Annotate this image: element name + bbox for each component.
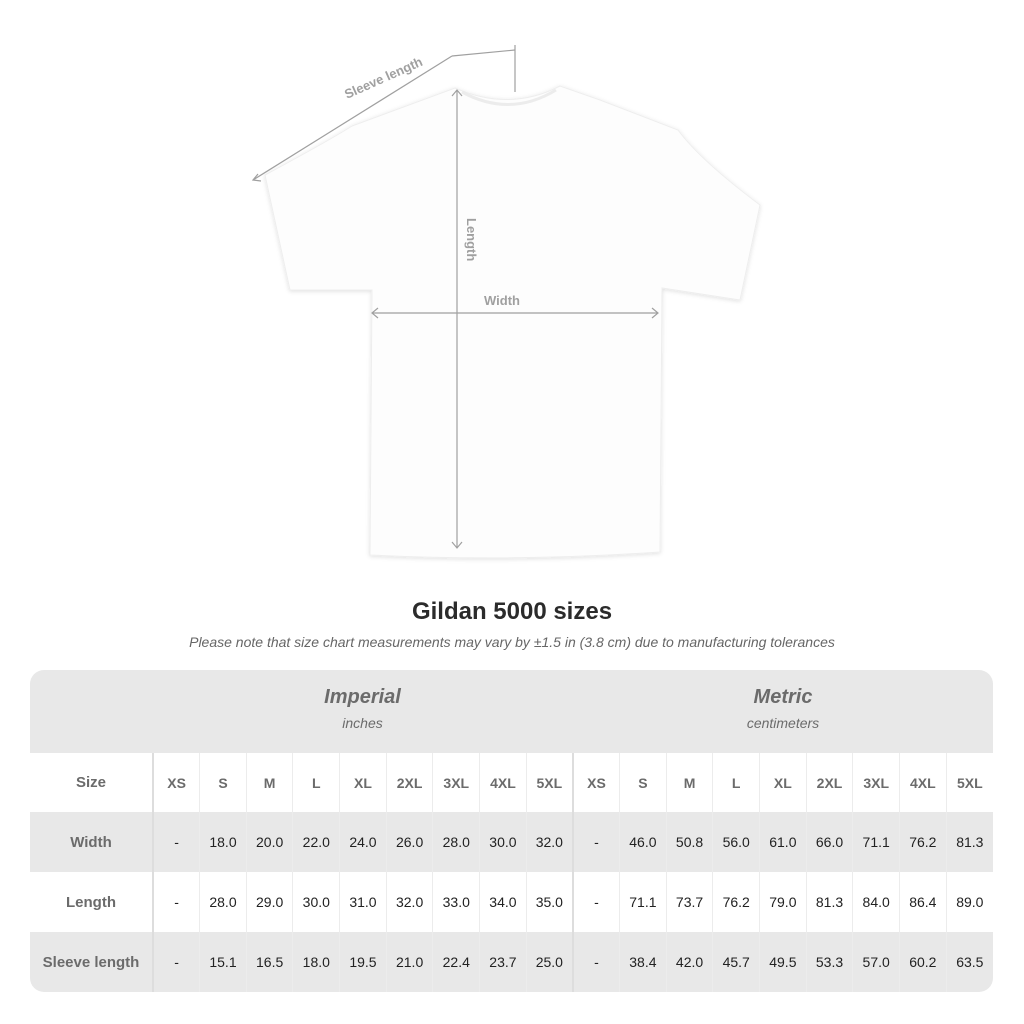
metric-size-header: 2XL xyxy=(805,753,853,812)
metric-value-cell: 73.7 xyxy=(665,872,713,932)
metric-value-cell: 86.4 xyxy=(899,872,947,932)
imperial-value-cell: 28.0 xyxy=(432,812,480,872)
imperial-size-header: XL xyxy=(339,753,387,812)
page-title: Gildan 5000 sizes xyxy=(411,598,613,625)
table-row: Length -28.0 29.0 30.0 31.0 32.0 33.0 34.0 35.0-… xyxy=(30,872,993,932)
metric-value-cell: 76.2 xyxy=(899,812,947,872)
metric-value-cell: 46.0 xyxy=(619,812,667,872)
imperial-value-cell: 19.5 xyxy=(339,932,387,992)
imperial-value-cell: 22.4 xyxy=(432,932,480,992)
imperial-size-header: L xyxy=(292,753,340,812)
size-header-row: Size XS S M L XL 2XL 3XL 4XL 5XL XS S M L XL 2XL 3XL 4XL 5… xyxy=(30,753,993,812)
metric-value-cell: 84.0 xyxy=(852,872,900,932)
metric-value-cell: 45.7 xyxy=(712,932,760,992)
tshirt-shape xyxy=(264,85,761,559)
imperial-value-cell: 32.0 xyxy=(525,812,573,872)
imperial-size-header: XS xyxy=(152,753,200,812)
size-grid: Size XS S M L XL 2XL 3XL 4XL 5XL XS S M L XL 2XL 3XL 4XL 5… xyxy=(30,753,993,992)
table-row: Sleeve length -15.1 16.5 18.0 19.5 21.0 22.4 23… xyxy=(30,932,993,992)
imperial-value-cell: 35.0 xyxy=(525,872,573,932)
metric-group: Metric centimeters xyxy=(573,686,993,731)
imperial-group: Imperial inches xyxy=(152,686,573,731)
metric-unit: centimeters xyxy=(746,715,820,731)
imperial-size-header: M xyxy=(245,753,293,812)
sleeve-length-label: Sleeve length xyxy=(342,54,425,102)
imperial-value-cell: 22.0 xyxy=(292,812,340,872)
imperial-unit: inches xyxy=(342,715,383,731)
length-label: Length xyxy=(464,218,479,261)
metric-size-header: 5XL xyxy=(945,753,993,812)
imperial-size-header: 4XL xyxy=(479,753,527,812)
metric-value-cell: 63.5 xyxy=(945,932,993,992)
metric-value-cell: 60.2 xyxy=(899,932,947,992)
imperial-size-header: 3XL xyxy=(432,753,480,812)
metric-value-cell: 81.3 xyxy=(805,872,853,932)
imperial-value-cell: 32.0 xyxy=(385,872,433,932)
metric-value-cell: 79.0 xyxy=(759,872,807,932)
imperial-value-cell: 18.0 xyxy=(292,932,340,992)
imperial-value-cell: 28.0 xyxy=(199,872,247,932)
metric-value-cell: 38.4 xyxy=(619,932,667,992)
imperial-value-cell: 30.0 xyxy=(479,812,527,872)
metric-size-header: XL xyxy=(759,753,807,812)
tshirt-diagram: Sleeve length Length Width xyxy=(251,45,761,559)
metric-value-cell: 42.0 xyxy=(665,932,713,992)
metric-value-cell: - xyxy=(571,812,620,872)
table-header: Imperial inches Metric centimeters xyxy=(30,670,993,753)
metric-value-cell: 89.0 xyxy=(945,872,993,932)
imperial-value-cell: - xyxy=(152,812,200,872)
imperial-value-cell: 18.0 xyxy=(199,812,247,872)
metric-value-cell: 56.0 xyxy=(712,812,760,872)
metric-value-cell: 81.3 xyxy=(945,812,993,872)
metric-size-header: L xyxy=(712,753,760,812)
row-label: Length xyxy=(30,872,154,932)
metric-size-header: S xyxy=(619,753,667,812)
imperial-value-cell: 31.0 xyxy=(339,872,387,932)
metric-value-cell: 49.5 xyxy=(759,932,807,992)
imperial-value-cell: 34.0 xyxy=(479,872,527,932)
imperial-value-cell: 26.0 xyxy=(385,812,433,872)
imperial-value-cell: 33.0 xyxy=(432,872,480,932)
metric-title: Metric xyxy=(753,686,813,708)
imperial-value-cell: - xyxy=(152,932,200,992)
table-row: Width -18.0 20.0 22.0 24.0 26.0 28.0 30.0 32.0-4… xyxy=(30,812,993,872)
imperial-value-cell: 16.5 xyxy=(245,932,293,992)
row-label: Sleeve length xyxy=(30,932,154,992)
metric-value-cell: 57.0 xyxy=(852,932,900,992)
metric-value-cell: 50.8 xyxy=(665,812,713,872)
metric-value-cell: 61.0 xyxy=(759,812,807,872)
imperial-value-cell: 23.7 xyxy=(479,932,527,992)
imperial-value-cell: 20.0 xyxy=(245,812,293,872)
imperial-value-cell: 24.0 xyxy=(339,812,387,872)
metric-size-header: XS xyxy=(571,753,620,812)
imperial-value-cell: 25.0 xyxy=(525,932,573,992)
metric-value-cell: 76.2 xyxy=(712,872,760,932)
metric-value-cell: - xyxy=(571,932,620,992)
metric-size-header: 3XL xyxy=(852,753,900,812)
imperial-value-cell: 29.0 xyxy=(245,872,293,932)
imperial-value-cell: 21.0 xyxy=(385,932,433,992)
imperial-value-cell: 15.1 xyxy=(199,932,247,992)
metric-value-cell: 71.1 xyxy=(852,812,900,872)
metric-size-header: 4XL xyxy=(899,753,947,812)
size-label: Size xyxy=(30,753,154,812)
imperial-size-header: S xyxy=(199,753,247,812)
imperial-size-header: 5XL xyxy=(525,753,573,812)
size-table: Imperial inches Metric centimeters Size X… xyxy=(30,670,993,992)
imperial-value-cell: 30.0 xyxy=(292,872,340,932)
metric-size-header: M xyxy=(665,753,713,812)
imperial-title: Imperial xyxy=(324,686,401,708)
metric-value-cell: 71.1 xyxy=(619,872,667,932)
width-label: Width xyxy=(484,293,520,308)
metric-value-cell: 53.3 xyxy=(805,932,853,992)
metric-value-cell: - xyxy=(571,872,620,932)
tolerance-note: Please note that size chart measurements… xyxy=(189,634,835,650)
measure-lines xyxy=(251,45,659,549)
metric-value-cell: 66.0 xyxy=(805,812,853,872)
imperial-value-cell: - xyxy=(152,872,200,932)
imperial-size-header: 2XL xyxy=(385,753,433,812)
row-label: Width xyxy=(30,812,154,872)
